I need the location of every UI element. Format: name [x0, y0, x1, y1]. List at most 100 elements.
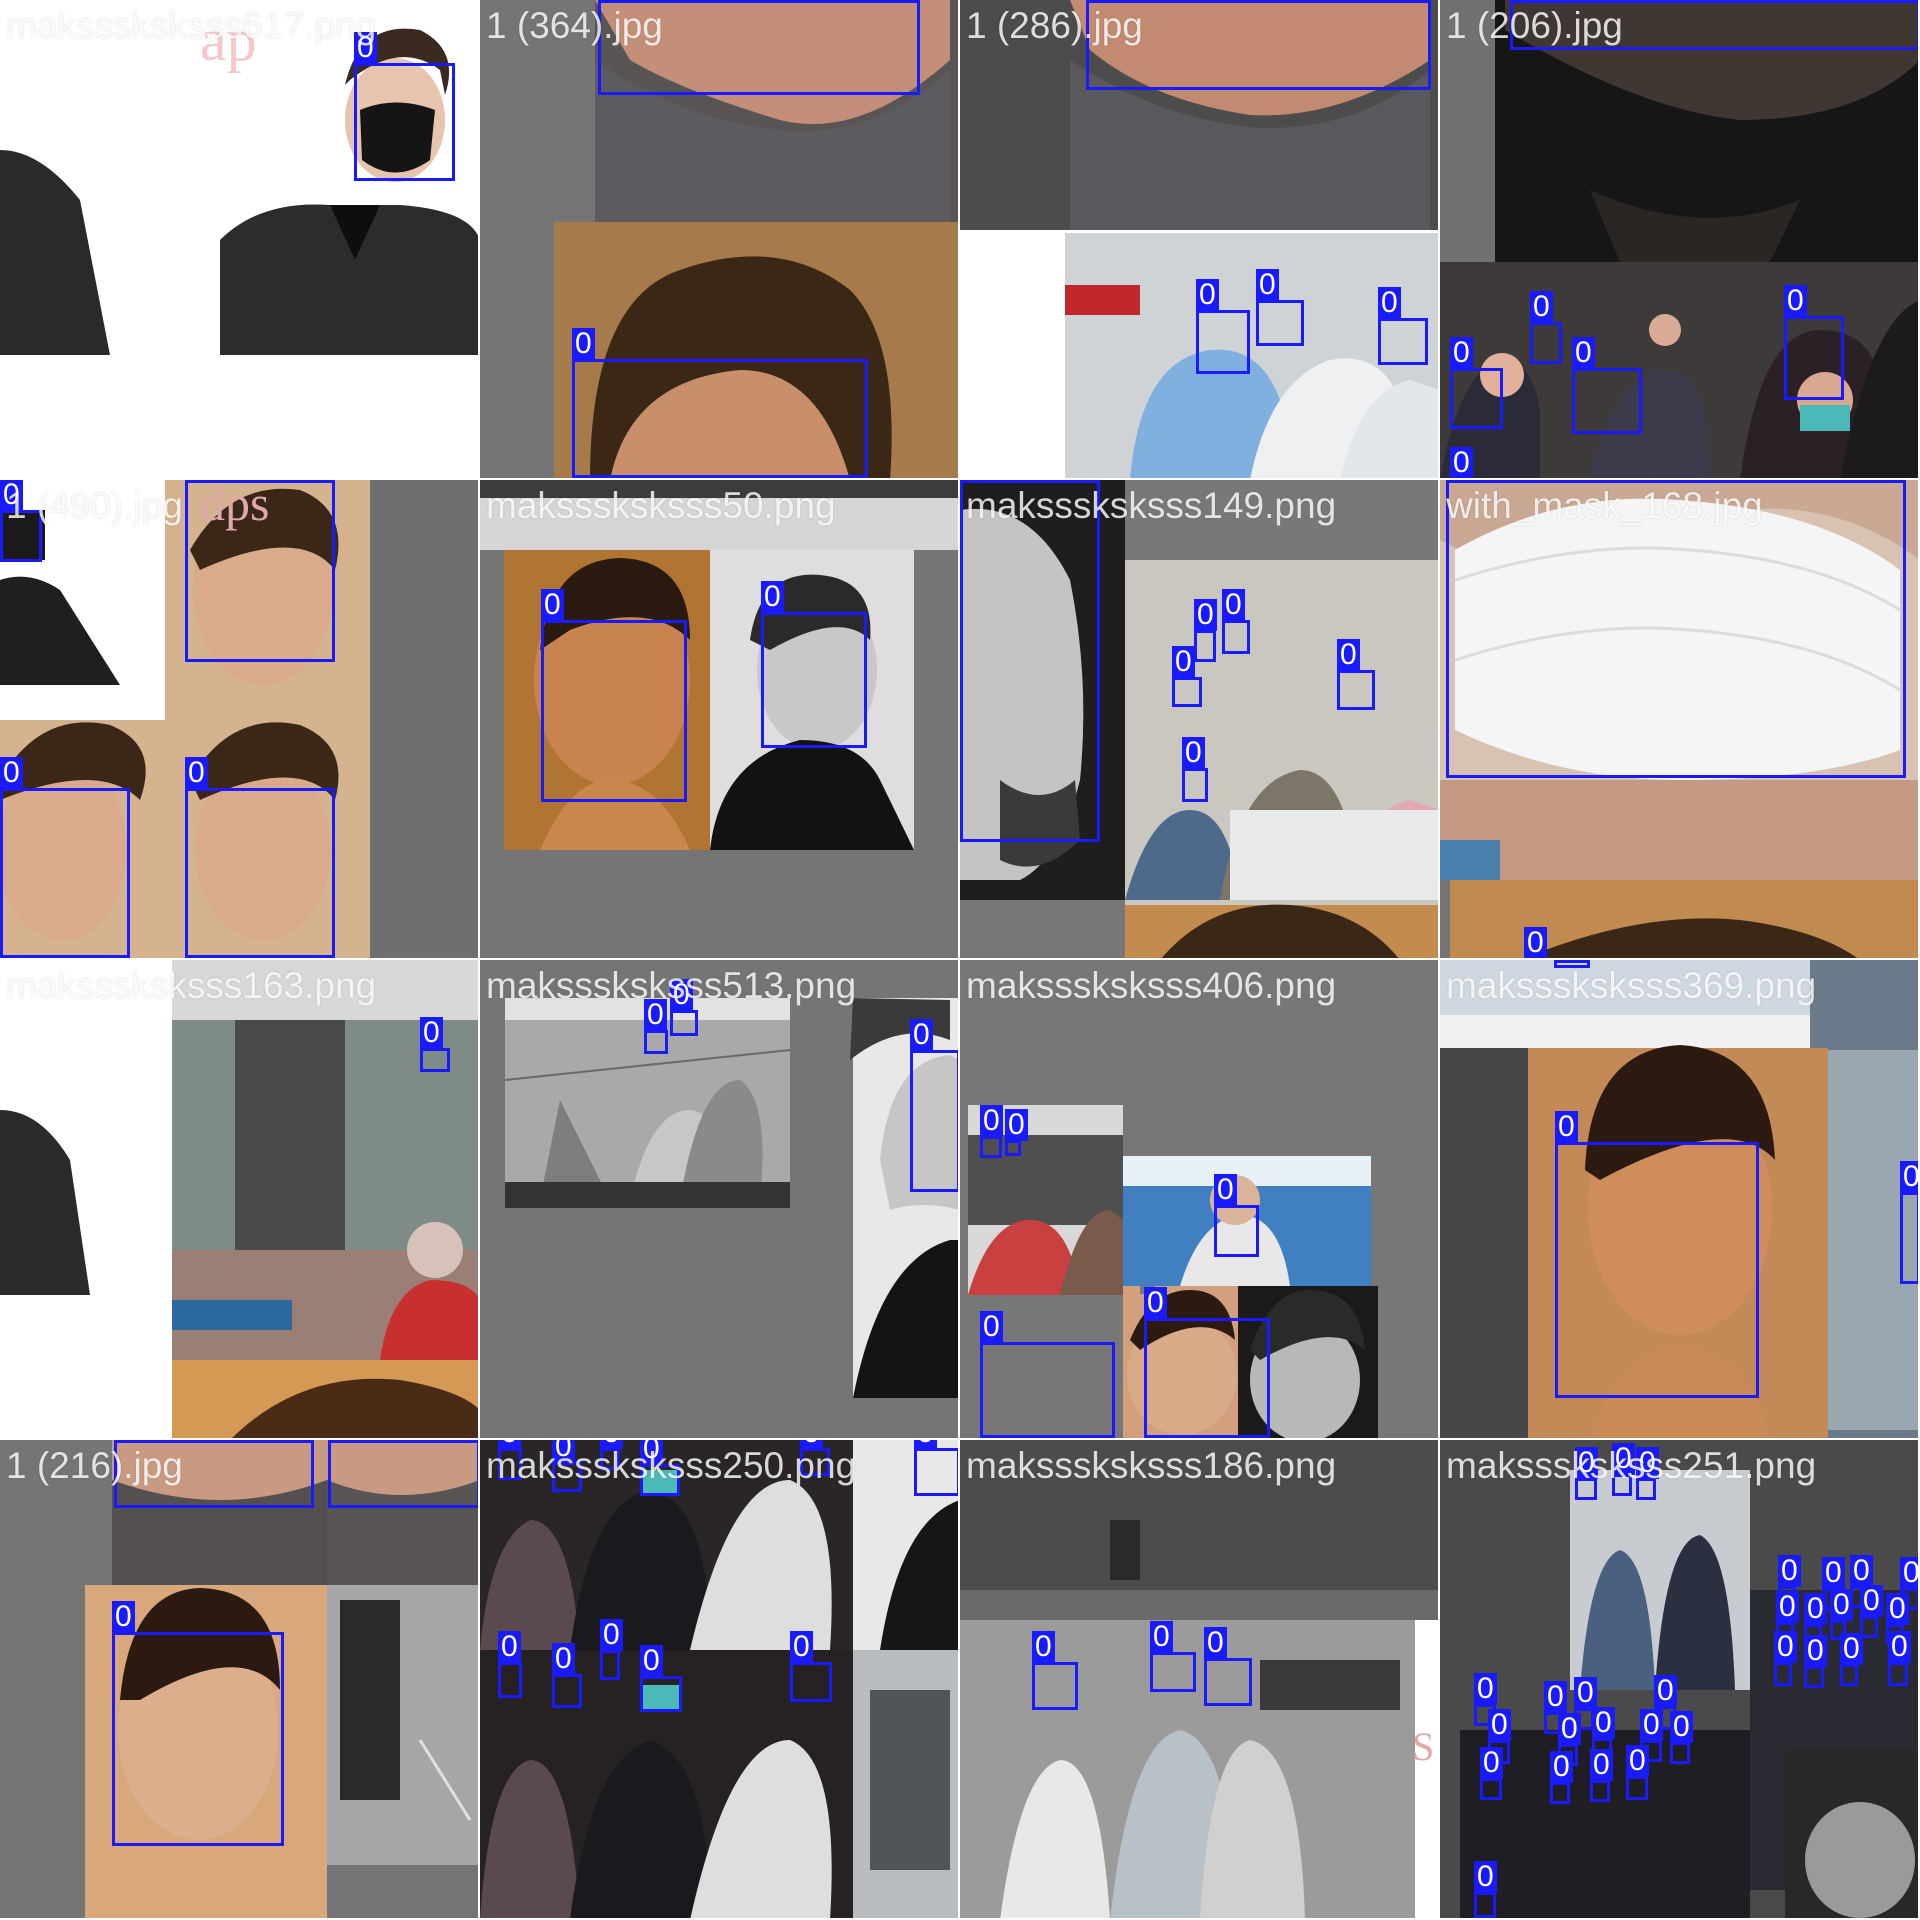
detection-label: 0: [1488, 1709, 1511, 1741]
detection-label: 0: [1840, 1633, 1863, 1665]
detection-label: 0: [1450, 447, 1473, 478]
detection-box: 0: [1144, 1287, 1270, 1438]
detection-label: 0: [1822, 1557, 1845, 1589]
detection-label: 0: [800, 1440, 823, 1449]
detection-label: 0: [1900, 1161, 1918, 1193]
detection-box: 0: [420, 1017, 450, 1072]
tile-15: S maksssksksss186.png 0 0 0: [960, 1440, 1440, 1920]
detection-box: 0: [1150, 1621, 1196, 1692]
detection-label: 0: [1590, 1749, 1613, 1781]
tile-12: maksssksksss369.png 0 0 0: [1440, 960, 1920, 1440]
detection-label: 0: [1196, 279, 1219, 311]
detection-box: 0: [1480, 1747, 1503, 1800]
svg-text:ap: ap: [200, 7, 257, 73]
detection-box: 0: [1222, 589, 1250, 654]
detection-label: 0: [1182, 737, 1205, 769]
detection-box: 0: [1337, 639, 1375, 710]
detection-label: 0: [185, 757, 208, 789]
detection-box: 0: [640, 1440, 680, 1496]
detection-box: 0: [185, 480, 335, 662]
detection-box: 0: [1572, 337, 1642, 434]
detection-label: 0: [914, 1440, 937, 1449]
detection-label: 0: [670, 979, 693, 1011]
tile-4-image: [1440, 0, 1918, 478]
detection-box: 0: [980, 1311, 1115, 1438]
detection-label: 0: [0, 757, 23, 789]
detection-box: 0: [328, 1440, 478, 1508]
detection-label: 0: [1830, 1589, 1853, 1621]
detection-box: 0: [1555, 1111, 1759, 1398]
detection-label: 0: [354, 32, 377, 64]
detection-box: 0: [761, 581, 867, 748]
detection-label: 0: [498, 1631, 521, 1663]
detection-label: 0: [761, 581, 784, 613]
detection-label: 0: [1784, 285, 1807, 317]
detection-box: 0: [600, 1619, 623, 1680]
detection-label: 0: [600, 1440, 623, 1449]
detection-label: 0: [1032, 1631, 1055, 1663]
detection-box: 0: [598, 0, 920, 95]
detection-label: 0: [1550, 1751, 1573, 1783]
detection-box: 0: [790, 1631, 832, 1702]
detection-label: 0: [1144, 1287, 1167, 1319]
tile-13: 1 (216).jpg 0 0 0: [0, 1440, 480, 1920]
svg-text:S: S: [1412, 1724, 1434, 1769]
detection-box: 0: [1214, 1174, 1259, 1257]
detection-box: 0: [800, 1440, 830, 1476]
detection-label: 0: [1804, 1635, 1827, 1667]
detection-box: 0: [1182, 737, 1208, 802]
detection-label: 0: [420, 1017, 443, 1049]
tile-2: 1 (364).jpg 0 0: [480, 0, 960, 480]
detection-box: 0: [1860, 1585, 1883, 1638]
detection-label: 0: [1776, 1591, 1799, 1623]
detection-box: 0: [1204, 1627, 1252, 1706]
detection-box: 0: [1830, 1589, 1853, 1640]
detection-label: 0: [1804, 1593, 1827, 1625]
detection-box: 0: [1446, 480, 1906, 778]
detection-label: 0: [1888, 1631, 1911, 1663]
detection-box: 0: [0, 757, 130, 958]
detection-box: 0: [1804, 1635, 1827, 1688]
detection-box: 0: [910, 1019, 958, 1192]
detection-box: 0: [1888, 1631, 1911, 1686]
detection-label: 0: [640, 1440, 663, 1465]
detection-box: 0: [498, 1631, 522, 1698]
detection-box: 0: [552, 1440, 582, 1492]
detection-label: 0: [1378, 287, 1401, 319]
detection-box: 0: [1378, 287, 1428, 365]
detection-label: 0: [1626, 1745, 1649, 1777]
detection-box: 0: [1575, 1447, 1598, 1500]
detection-label: 0: [980, 1311, 1003, 1343]
detection-box: 0: [1524, 927, 1547, 958]
detection-label: 0: [1900, 1557, 1918, 1589]
detection-box: 0: [1590, 1749, 1613, 1802]
detection-box: 0: [1194, 599, 1217, 662]
detection-box: 0: [1550, 1751, 1573, 1804]
tile-14-image: [480, 1440, 958, 1918]
tile-4: 1 (206).jpg 0 0 0 0 0 0: [1440, 0, 1920, 480]
tile-13-image: [0, 1440, 478, 1918]
detection-box: 0: [1626, 1745, 1649, 1800]
detection-label: 0: [1670, 1711, 1693, 1743]
detection-label: 0: [0, 480, 23, 511]
detection-box: 0: [1612, 1443, 1635, 1496]
tile-8-image: [1440, 480, 1918, 958]
detection-label: 0: [1574, 1677, 1597, 1709]
detection-label: 0: [640, 1645, 663, 1677]
detection-label: 0: [598, 0, 621, 1]
detection-box: 0: [354, 32, 455, 181]
detection-label: 0: [112, 1601, 135, 1633]
detection-label: 0: [1774, 1631, 1797, 1663]
detection-box: 0: [1804, 1593, 1827, 1644]
tile-1-image: ap ap: [0, 0, 478, 478]
detection-box: 0: [1474, 1673, 1497, 1726]
detection-box: 0: [1086, 0, 1431, 90]
detection-label: 0: [1636, 1447, 1659, 1479]
detection-label: 0: [498, 1440, 521, 1449]
detection-box: 0: [960, 480, 1100, 842]
detection-label: 0: [572, 328, 595, 360]
detection-label: 0: [1337, 639, 1360, 671]
detection-label: 0: [328, 1440, 351, 1441]
tile-9-image: [0, 960, 478, 1438]
